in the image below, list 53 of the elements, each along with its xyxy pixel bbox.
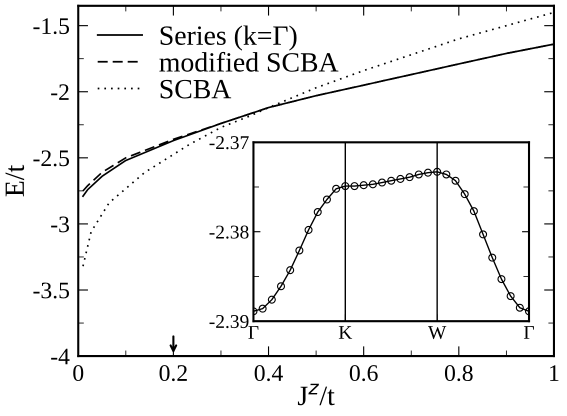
legend-label: SCBA	[160, 80, 232, 98]
x-tick-label: Γ	[248, 326, 258, 339]
point	[460, 190, 469, 198]
x-tick-label: W	[428, 326, 446, 340]
point	[378, 178, 386, 187]
y-tick-label: -4	[51, 348, 70, 364]
legend-label: Series (k=Γ)	[160, 25, 297, 51]
point	[258, 304, 267, 313]
point	[286, 266, 294, 274]
point	[295, 246, 304, 255]
x-tick-label: 0	[73, 365, 84, 382]
point	[497, 275, 506, 284]
point	[304, 226, 313, 234]
point	[276, 282, 286, 290]
x-tick-label: K	[338, 326, 352, 339]
point	[387, 176, 396, 185]
y-tick-label: -3	[51, 216, 69, 232]
legend-label: modified SCBA	[159, 52, 338, 72]
point	[488, 254, 496, 262]
point	[442, 170, 450, 178]
point	[396, 174, 404, 183]
y-tick-label: -2.5	[33, 150, 69, 166]
y-tick-label: -2.37	[210, 136, 249, 150]
point	[314, 208, 322, 216]
y-axis-title: E/t	[6, 164, 24, 196]
point	[368, 180, 377, 188]
point	[506, 292, 515, 300]
point	[406, 173, 414, 182]
point	[360, 181, 368, 190]
x-tick-label: 0.8	[444, 365, 473, 382]
point	[332, 184, 340, 193]
point	[268, 296, 276, 304]
x-tick-label: 0.6	[350, 365, 378, 382]
y-tick-label: -2	[51, 84, 69, 100]
point	[414, 170, 423, 178]
point	[433, 168, 442, 176]
y-tick-label: -2.39	[210, 315, 248, 328]
y-tick-label: -3.5	[33, 282, 69, 299]
x-tick-label: 0.4	[254, 365, 283, 382]
point	[452, 176, 460, 185]
x-tick-label: 1	[550, 365, 558, 381]
point	[341, 182, 350, 190]
x-axis-title: J$^{z}$/t	[298, 384, 335, 406]
point	[479, 230, 488, 238]
point	[322, 195, 331, 204]
x-tick-label: Γ	[524, 326, 534, 339]
y-tick-label: -1.5	[33, 18, 69, 34]
point	[350, 182, 359, 190]
point	[424, 168, 432, 177]
point	[516, 304, 524, 312]
x-tick-label: 0.2	[160, 365, 187, 382]
y-tick-label: -2.38	[210, 226, 249, 239]
point	[470, 207, 478, 216]
